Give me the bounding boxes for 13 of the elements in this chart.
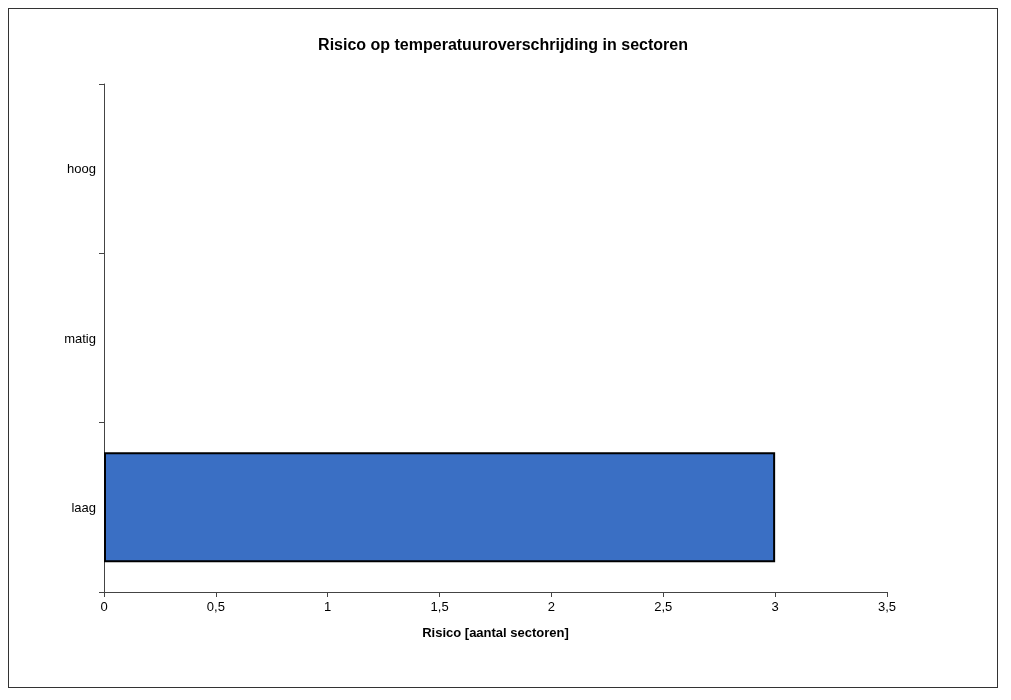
x-tick-label: 1: [324, 599, 332, 614]
y-tick-label: laag: [71, 499, 96, 515]
x-tick-label: 3,5: [877, 599, 897, 614]
chart-title: Risico op temperatuuroverschrijding in sectoren: [318, 35, 688, 53]
x-tick-label: 1,5: [430, 599, 449, 614]
y-tick-label: matig: [64, 330, 96, 346]
x-tick-label: 3: [771, 599, 779, 614]
y-tick-label: hoog: [67, 161, 96, 177]
x-tick-label: 0,5: [206, 599, 225, 614]
x-tick-label: 2,5: [654, 599, 673, 614]
x-tick-label: 2: [547, 599, 556, 614]
x-tick-label: 0: [100, 599, 108, 614]
x-axis-title: Risico [aantal sectoren]: [422, 625, 569, 640]
